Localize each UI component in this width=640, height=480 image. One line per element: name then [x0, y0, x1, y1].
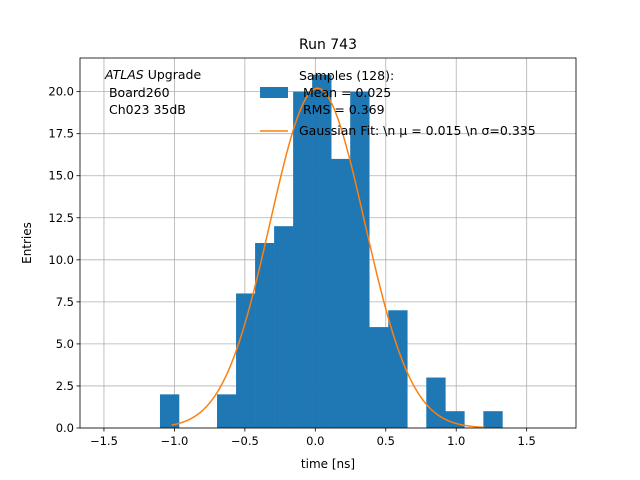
histogram-bars: [159, 74, 503, 429]
legend-hist-line-1: Samples (128):: [299, 68, 394, 83]
y-tick-label: 0.0: [56, 421, 74, 435]
y-tick-label: 10.0: [48, 253, 74, 267]
y-tick-label: 17.5: [48, 127, 74, 141]
y-tick-label: 15.0: [48, 169, 74, 183]
annotation-line-3: Ch023 35dB: [105, 102, 186, 117]
x-axis-label: time [ns]: [301, 457, 355, 471]
legend-fit-label: Gaussian Fit: \n μ = 0.015 \n σ=0.335: [299, 123, 536, 138]
histogram-bar: [331, 158, 351, 428]
legend: Samples (128): Mean = 0.025 RMS = 0.369 …: [260, 68, 536, 138]
histogram-bar: [426, 377, 446, 428]
histogram-bar: [293, 91, 313, 429]
annotation-atlas-italic: ATLAS: [104, 67, 144, 82]
histogram-bar: [483, 411, 503, 428]
histogram-bar: [236, 293, 256, 428]
x-tick-label: 1.5: [518, 434, 536, 448]
x-tick-label: −0.5: [231, 434, 259, 448]
y-tick-label: 12.5: [48, 211, 74, 225]
annotation-upgrade: Upgrade: [144, 67, 202, 82]
y-tick-label: 7.5: [56, 295, 74, 309]
x-tick-label: −1.5: [90, 434, 118, 448]
x-tick-label: 1.0: [447, 434, 465, 448]
legend-hist-line-3: RMS = 0.369: [299, 102, 385, 117]
histogram-bar: [159, 394, 180, 428]
x-tick-label: −1.0: [160, 434, 188, 448]
legend-hist-line-2: Mean = 0.025: [299, 85, 391, 100]
atlas-annotation: ATLAS Upgrade Board260 Ch023 35dB: [104, 67, 201, 117]
annotation-line-2: Board260: [105, 85, 170, 100]
histogram-bar: [388, 310, 408, 428]
histogram-bar: [217, 394, 237, 428]
annotation-line-1: ATLAS Upgrade: [104, 67, 201, 82]
histogram-bar: [274, 226, 294, 428]
y-tick-label: 20.0: [48, 85, 74, 99]
histogram-bar: [255, 243, 275, 428]
gaussian-fit-curve: [171, 87, 485, 429]
axis-ticks: −1.5 −1.0 −0.5 0.0 0.5 1.0 1.5 0.0 2.5 5.0 7.5 10.0…: [48, 85, 535, 448]
histogram-bar: [350, 91, 370, 429]
y-tick-label: 2.5: [56, 379, 74, 393]
y-axis-label: Entries: [20, 222, 34, 264]
legend-hist-swatch: [260, 87, 288, 98]
chart-title: Run 743: [299, 37, 357, 53]
y-tick-label: 5.0: [56, 337, 74, 351]
histogram-bar: [369, 327, 389, 428]
x-tick-label: 0.0: [306, 434, 324, 448]
histogram-bar: [312, 74, 332, 429]
x-tick-label: 0.5: [377, 434, 395, 448]
axes-frame: [79, 57, 577, 429]
